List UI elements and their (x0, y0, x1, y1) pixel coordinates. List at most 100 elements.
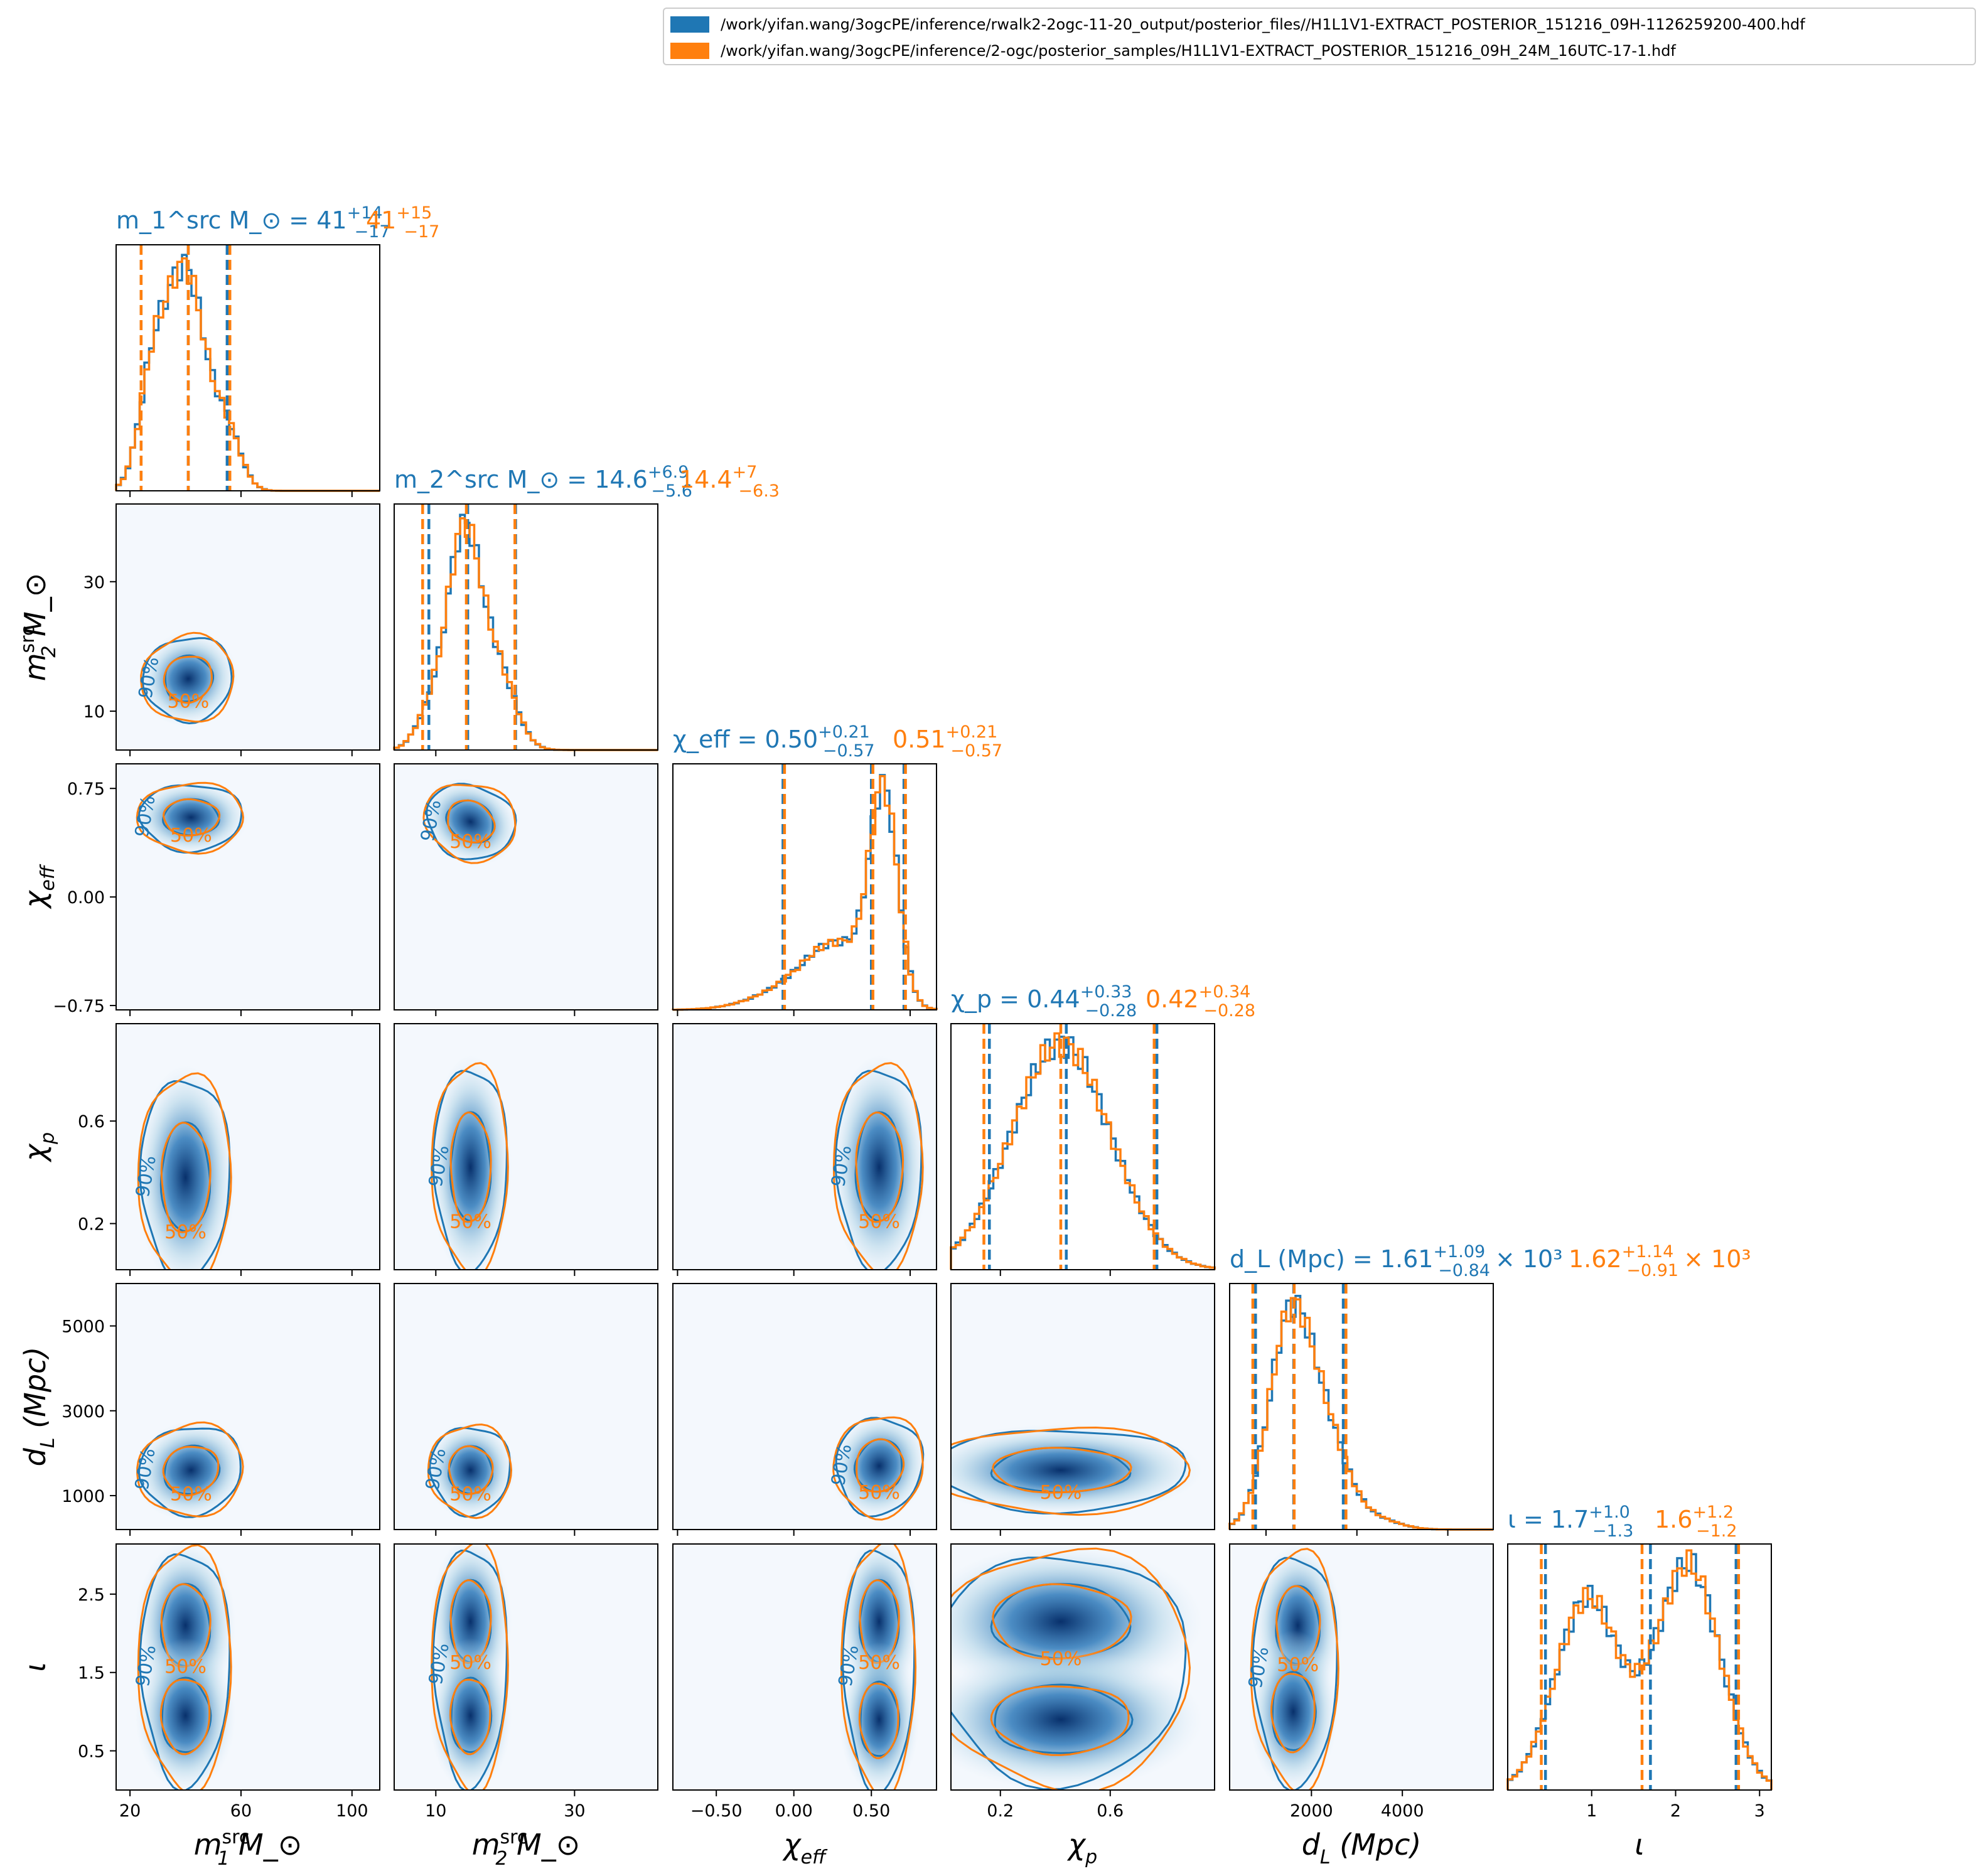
y-tick-label: 0.75 (67, 780, 105, 799)
panel-dL-iota: 90% 50%2000 4000 (1229, 1543, 1494, 1821)
contour-label-50: 50% (1277, 1654, 1319, 1676)
histogram-series-1 (393, 513, 658, 751)
contour-90-series-1 (951, 1557, 1187, 1790)
histogram-series-2 (115, 257, 380, 492)
panel-dL: d_L (Mpc) = 1.61+1.09 −0.84 × 10³ 1.62+1.14… (1228, 1242, 1751, 1536)
contour-90-series-1 (137, 784, 243, 854)
x-axis-label-m2: msrc 2 M_⊙ (472, 1826, 581, 1870)
contour-90-series-1 (137, 1427, 242, 1518)
contour-50-series-2 (856, 1438, 905, 1493)
title-series2: 1.6+1.2 −1.2 (1655, 1503, 1737, 1541)
contour-90-series-2 (431, 1544, 509, 1790)
panel-frame (1507, 1543, 1772, 1791)
panel-frame (115, 1543, 380, 1791)
panel-frame (394, 503, 658, 751)
panel-frame (950, 1543, 1215, 1791)
contour-90-series-2 (427, 1423, 513, 1520)
legend-label-1: /work/yifan.wang/3ogcPE/inference/rwalk2… (721, 16, 1805, 33)
panel-chi_eff-chi_p: 90%50% (672, 1023, 937, 1276)
panel-frame (115, 1023, 380, 1270)
y-tick-label: 1.5 (78, 1664, 105, 1683)
panel-iota: ι = 1.7+1.0 −1.3 1.6+1.2 −1.2 1 2 3 (1506, 1503, 1773, 1821)
histogram-series-2 (672, 775, 938, 1011)
density-blob (830, 1411, 928, 1521)
density-blob (134, 1420, 249, 1521)
y-tick-label: 3000 (62, 1402, 105, 1422)
panel-frame (115, 763, 380, 1010)
title-iota: ι = 1.7+1.0 −1.3 1.6+1.2 −1.2 (1508, 1503, 1737, 1541)
contour-90-series-1 (141, 637, 233, 725)
panel-m2-chi_eff: 90% 50% (394, 763, 658, 1016)
panel-frame (115, 1283, 380, 1530)
contour-90-series-2 (1250, 1548, 1339, 1790)
panel-chi_p-dL: 90%50% (950, 1283, 1215, 1536)
x-tick-label: 0.50 (852, 1801, 890, 1821)
title-series2: 14.4+7 −6.3 (679, 463, 780, 501)
legend: /work/yifan.wang/3ogcPE/inference/rwalk2… (663, 8, 1976, 65)
contour-50-series-2 (447, 799, 496, 844)
panel-chi_p: χ_p = 0.44+0.33 −0.28 0.42+0.34 −0.28 (950, 982, 1255, 1276)
y-axis-label-m2: msrc2 M_⊙ (17, 573, 60, 682)
y-tick-label: 10 (83, 702, 105, 722)
contour-50-series-2 (160, 1122, 212, 1233)
legend-swatch-1 (670, 16, 709, 33)
panel-m2-iota: 90%50%10 30 (394, 1543, 658, 1821)
panel-m2-dL: 90%50% (394, 1283, 658, 1536)
contour-90-series-2 (951, 1547, 1191, 1790)
x-tick-label: 2000 (1290, 1801, 1333, 1821)
histogram-series-1 (115, 254, 380, 492)
contour-90-series-1 (139, 1553, 231, 1790)
x-tick-label: 20 (119, 1801, 141, 1821)
y-tick-label: 0.00 (67, 888, 105, 908)
y-tick-label: 0.2 (78, 1215, 105, 1235)
contour-90-series-1 (1252, 1557, 1338, 1790)
legend-swatch-2 (670, 43, 709, 59)
title-series1: χ_eff = 0.50+0.21 −0.57 (673, 722, 875, 761)
y-tick-label: 5000 (62, 1317, 105, 1337)
density-blob (839, 1642, 920, 1790)
title-series1: ι = 1.7+1.0 −1.3 (1508, 1503, 1633, 1541)
x-tick-label: 2 (1670, 1801, 1681, 1821)
panel-frame (115, 503, 380, 751)
density-blob (429, 1638, 512, 1790)
y-tick-label: 1000 (62, 1487, 105, 1506)
x-tick-label: 0.2 (987, 1801, 1014, 1821)
contour-label-50: 50% (164, 1221, 207, 1243)
contour-label-50: 50% (858, 1211, 900, 1233)
x-tick-label: 10 (425, 1801, 446, 1821)
y-axis-label-chi_eff: χeff (18, 864, 59, 910)
contour-90-series-2 (840, 1544, 917, 1790)
x-axis-label-chi_eff: χeff (781, 1828, 828, 1868)
panel-frame (394, 1023, 658, 1270)
contour-90-series-2 (137, 1544, 232, 1790)
contour-label-50: 50% (170, 825, 212, 847)
y-axis-label-dL: dL (Mpc) (18, 1347, 59, 1467)
title-dL: d_L (Mpc) = 1.61+1.09 −0.84 × 10³ 1.62+1.14… (1230, 1242, 1751, 1280)
contour-50-series-2 (163, 655, 213, 704)
histogram-series-2 (1228, 1297, 1493, 1531)
contour-50-series-2 (990, 1685, 1130, 1756)
panel-frame (672, 1023, 937, 1270)
x-tick-label: 60 (230, 1801, 252, 1821)
contour-label-50: 50% (449, 1483, 491, 1505)
contour-label-50: 50% (858, 1652, 900, 1674)
contour-90-series-1 (842, 1550, 916, 1790)
x-tick-label: 0.00 (775, 1801, 813, 1821)
histogram-series-2 (950, 1032, 1216, 1270)
contour-label-50: 50% (170, 1483, 212, 1505)
y-tick-label: −0.75 (53, 997, 105, 1016)
density-blob (830, 1054, 928, 1270)
panel-chi_eff-iota: 90%50%−0.50 0.00 0.50 (672, 1543, 937, 1821)
panel-m1-chi_p: 90%50%0.20.6 (78, 1023, 380, 1276)
density-blob (951, 1648, 1204, 1790)
density-blob (138, 631, 239, 727)
density-blob (951, 1423, 1204, 1517)
x-tick-label: 4000 (1381, 1801, 1424, 1821)
histogram-series-1 (672, 774, 938, 1011)
contour-90-series-2 (137, 1072, 232, 1270)
density-blob (135, 1064, 236, 1270)
contour-90-series-2 (832, 1062, 924, 1270)
